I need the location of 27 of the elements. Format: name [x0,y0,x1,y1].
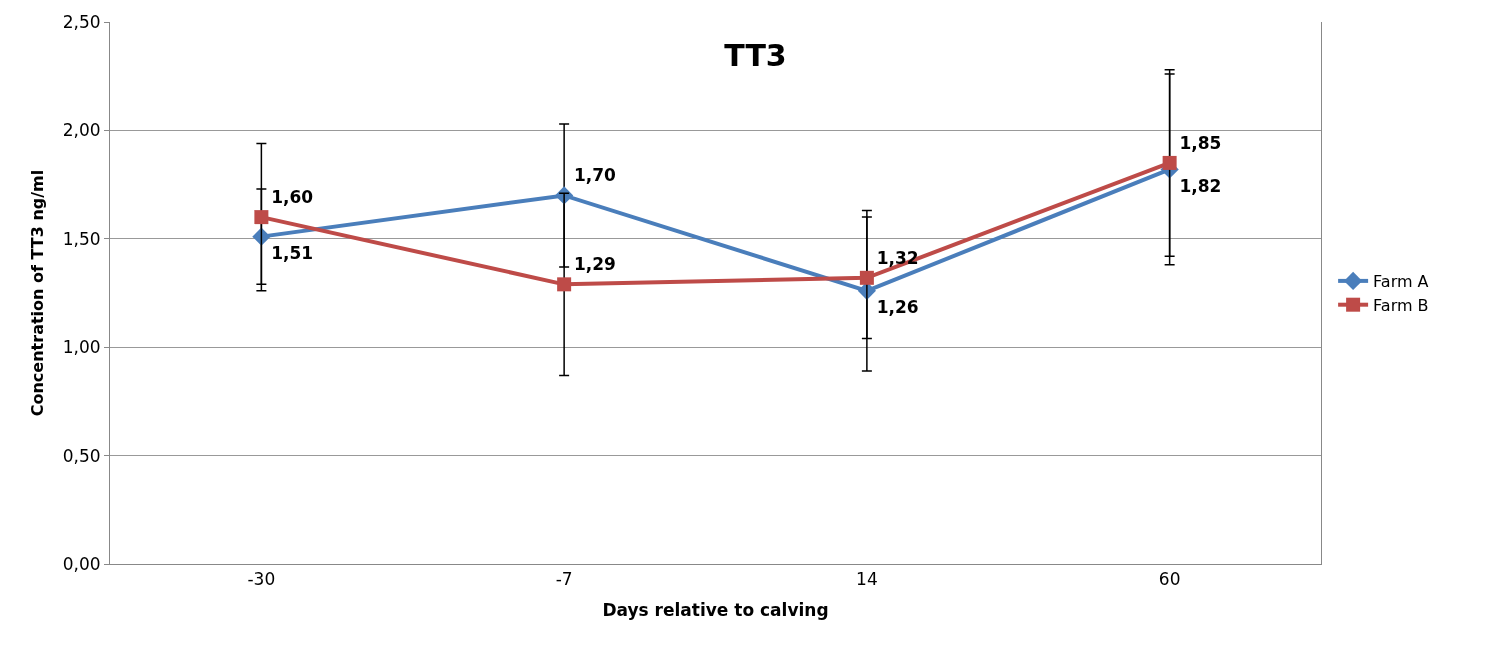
text: TT3 [724,38,787,74]
y-tick-label: 2,00 [62,120,101,141]
y-tick-label: 1,00 [62,337,101,358]
x-axis-title: Days relative to calving [602,599,829,620]
data-label: 1,85 [1179,132,1222,153]
point [859,270,874,285]
point [254,210,269,225]
data-label: 1,32 [876,247,919,268]
y-tick-label: 2,50 [62,11,101,32]
data-label: 1,60 [271,187,314,208]
x-tick-label: 14 [856,569,878,590]
x-tick-label: 60 [1158,569,1181,590]
data-label: 1,29 [573,254,616,275]
y-tick-label: 0,00 [62,553,101,574]
point [557,277,572,292]
data-label: 1,26 [876,297,919,318]
data-label: 1,51 [271,243,314,264]
point [1162,155,1177,170]
y-axis-title: Concentration of TT3 ng/ml [27,169,47,417]
x-tick-label: -7 [555,569,573,590]
x-tick-label: -30 [247,569,276,590]
y-tick-label: 0,50 [62,445,101,466]
legend-label: Farm B [1373,295,1429,315]
data-label: 1,82 [1179,175,1222,196]
y-tick-label: 1,50 [62,228,101,249]
legend-label: Farm A [1373,272,1429,292]
data-label: 1,70 [573,165,616,186]
